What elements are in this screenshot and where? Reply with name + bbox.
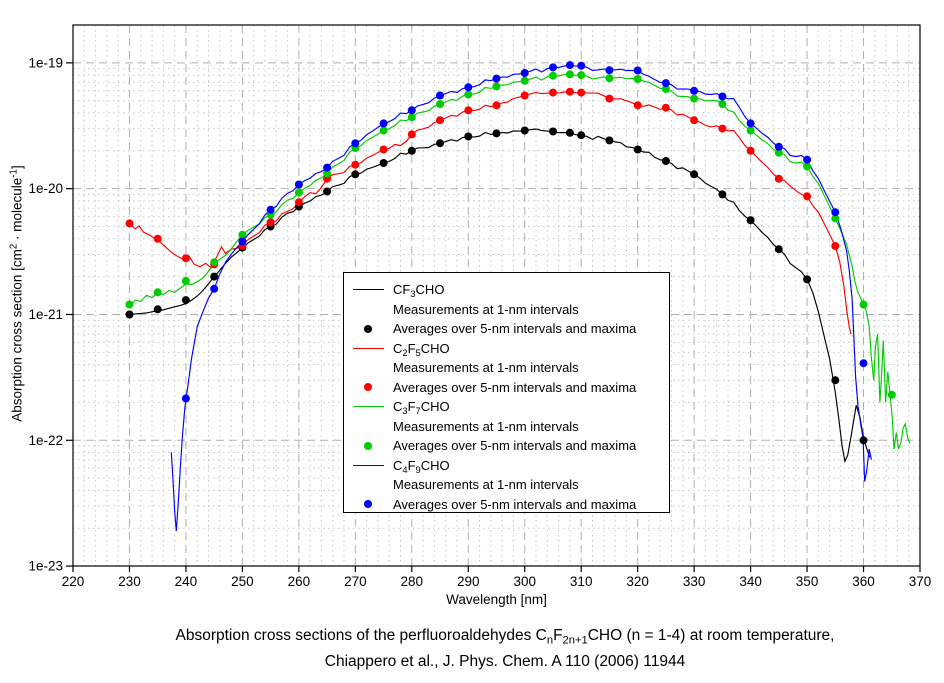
plot-frame bbox=[72, 24, 921, 567]
x-tick-label-280: 280 bbox=[401, 574, 424, 589]
legend-measurements-label: Measurements at 1-nm intervals bbox=[393, 477, 579, 493]
x-tick-label-260: 260 bbox=[288, 574, 311, 589]
x-tick-label-360: 360 bbox=[852, 574, 875, 589]
legend-averages-row: Averages over 5-nm intervals and maxima bbox=[344, 378, 669, 398]
x-tick-label-300: 300 bbox=[513, 574, 536, 589]
legend-measurements-row: Measurements at 1-nm intervals bbox=[344, 300, 669, 320]
legend-series-label: CF3CHO bbox=[393, 282, 445, 300]
x-tick-label-320: 320 bbox=[626, 574, 649, 589]
legend-dot-marker bbox=[364, 500, 372, 509]
legend-box: CF3CHO Measurements at 1-nm intervals Aver… bbox=[343, 272, 670, 513]
x-tick-label-370: 370 bbox=[909, 574, 932, 589]
legend-series-label: C2F5CHO bbox=[393, 340, 450, 358]
legend-line-sample bbox=[344, 347, 393, 349]
y-tick-label-1e-20: 1e-20 bbox=[28, 181, 63, 196]
y-tick-label-1e-21: 1e-21 bbox=[28, 307, 63, 322]
series-dots-c4f9cho bbox=[181, 61, 868, 403]
legend-averages-label: Averages over 5-nm intervals and maxima bbox=[393, 496, 637, 512]
legend-measurements-row: Measurements at 1-nm intervals bbox=[344, 475, 669, 495]
legend-measurements-row: Measurements at 1-nm intervals bbox=[344, 417, 669, 437]
y-tick-label-1e-23: 1e-23 bbox=[28, 559, 63, 574]
legend-series-label: C3F7CHO bbox=[393, 399, 450, 417]
legend-entry-c4f9cho: C4F9CHO bbox=[344, 456, 669, 476]
legend-averages-label: Averages over 5-nm intervals and maxima bbox=[393, 321, 637, 337]
legend-averages-label: Averages over 5-nm intervals and maxima bbox=[393, 379, 637, 395]
x-tick-label-240: 240 bbox=[175, 574, 198, 589]
legend-entry-cf3cho: CF3CHO bbox=[344, 280, 669, 300]
legend-dot-marker bbox=[364, 324, 372, 333]
x-tick-label-350: 350 bbox=[796, 574, 819, 589]
series-group bbox=[125, 61, 911, 532]
x-tick-label-330: 330 bbox=[683, 574, 706, 589]
x-tick-label-230: 230 bbox=[118, 574, 141, 589]
y-tick-label-1e-22: 1e-22 bbox=[28, 433, 63, 448]
legend-averages-row: Averages over 5-nm intervals and maxima bbox=[344, 319, 669, 339]
legend-series-label: C4F9CHO bbox=[393, 457, 450, 475]
x-tick-label-270: 270 bbox=[344, 574, 367, 589]
legend-line-sample bbox=[344, 289, 393, 291]
x-tick-label-250: 250 bbox=[231, 574, 254, 589]
x-tick-label-340: 340 bbox=[739, 574, 762, 589]
legend-dot-marker bbox=[364, 383, 372, 392]
y-tick-label-1e-19: 1e-19 bbox=[28, 55, 63, 70]
legend-averages-row: Averages over 5-nm intervals and maxima bbox=[344, 436, 669, 456]
legend-averages-row: Averages over 5-nm intervals and maxima bbox=[344, 495, 669, 515]
caption-line-2: Chiappero et al., J. Phys. Chem. A 110 (… bbox=[324, 653, 686, 670]
x-tick-label-290: 290 bbox=[457, 574, 480, 589]
series-dots-c2f5cho bbox=[125, 87, 840, 269]
legend-measurements-label: Measurements at 1-nm intervals bbox=[393, 418, 579, 434]
legend-dot-marker bbox=[364, 441, 372, 450]
caption-line-1: Absorption cross sections of the perfluo… bbox=[175, 627, 835, 647]
series-dots-cf3cho bbox=[125, 126, 868, 445]
legend-averages-label: Averages over 5-nm intervals and maxima bbox=[393, 438, 637, 454]
axis-ticks bbox=[66, 62, 921, 572]
x-axis-title: Wavelength [nm] bbox=[446, 592, 547, 607]
legend-line-sample bbox=[344, 464, 393, 466]
legend-measurements-row: Measurements at 1-nm intervals bbox=[344, 358, 669, 378]
caption: Absorption cross sections of the perfluo… bbox=[66, 623, 944, 675]
legend-entry-c3f7cho: C3F7CHO bbox=[344, 397, 669, 417]
x-tick-label-220: 220 bbox=[62, 574, 85, 589]
series-line-cf3cho bbox=[129, 128, 871, 464]
y-axis-title: Absorption cross section [cm2 · molecule… bbox=[8, 165, 25, 422]
x-tick-label-310: 310 bbox=[570, 574, 593, 589]
legend-measurements-label: Measurements at 1-nm intervals bbox=[393, 360, 579, 376]
legend-measurements-label: Measurements at 1-nm intervals bbox=[393, 301, 579, 317]
legend-entry-c2f5cho: C2F5CHO bbox=[344, 339, 669, 359]
legend-line-sample bbox=[344, 406, 393, 408]
